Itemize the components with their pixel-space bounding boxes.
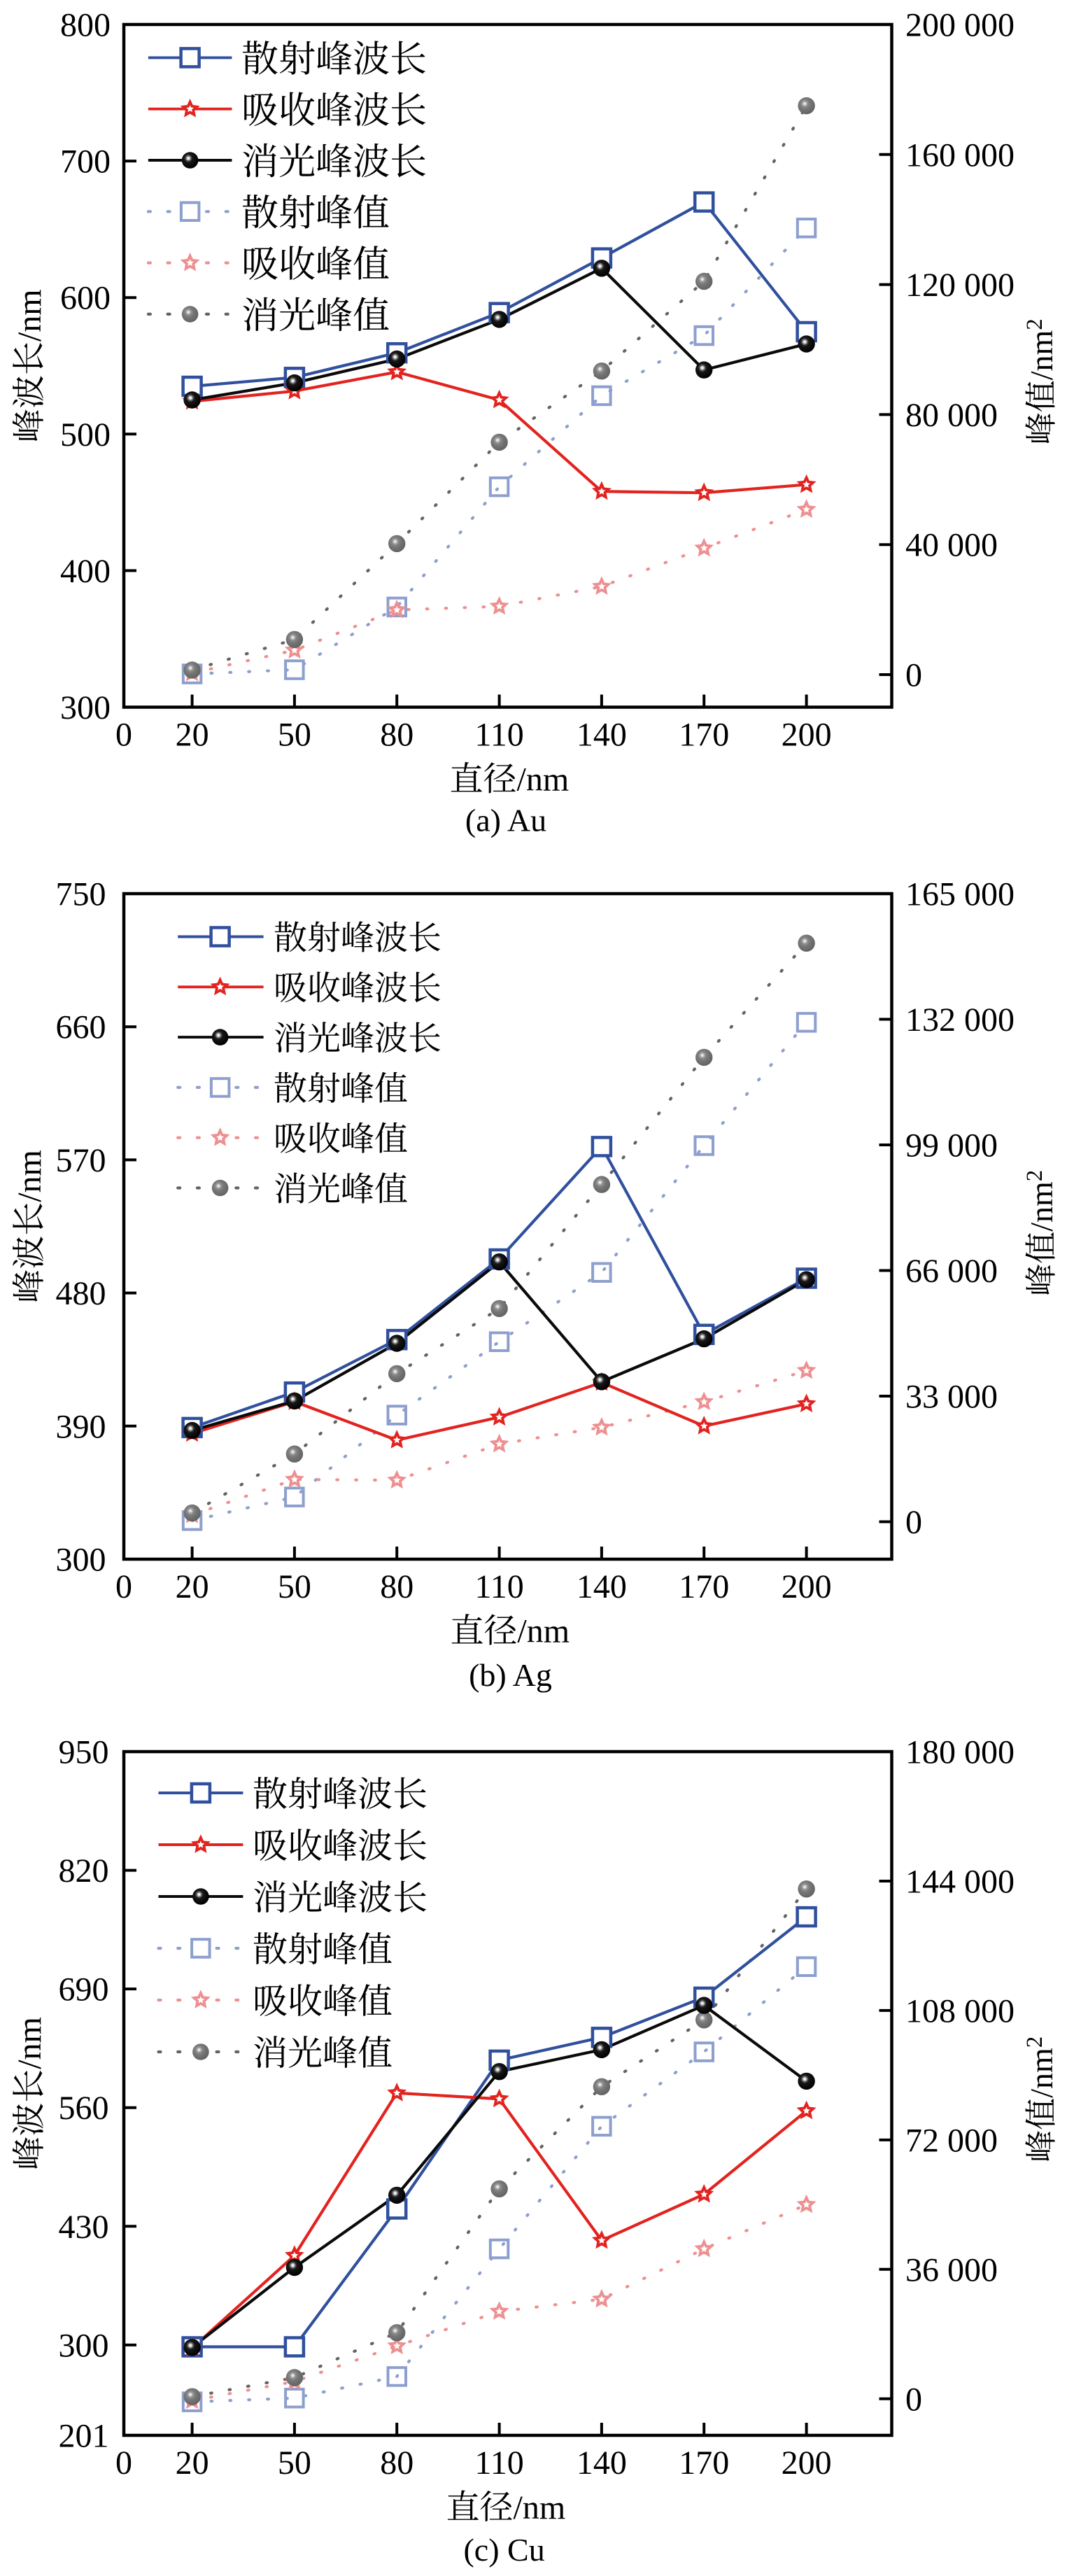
svg-text:/nm: /nm — [517, 1613, 570, 1650]
svg-text:72 000: 72 000 — [905, 2122, 998, 2159]
svg-text:2: 2 — [1022, 318, 1047, 330]
svg-text:110: 110 — [474, 1568, 523, 1605]
svg-text:750: 750 — [56, 876, 106, 913]
svg-text:140: 140 — [577, 717, 627, 754]
svg-text:170: 170 — [679, 1568, 729, 1605]
svg-text:160 000: 160 000 — [905, 136, 1015, 174]
svg-text:660: 660 — [56, 1009, 106, 1046]
svg-text:170: 170 — [679, 717, 729, 754]
svg-text:500: 500 — [60, 416, 111, 453]
svg-text:200: 200 — [782, 717, 832, 754]
svg-text:480: 480 — [56, 1275, 106, 1312]
svg-text:36 000: 36 000 — [905, 2251, 998, 2288]
svg-text:/nm: /nm — [1024, 2048, 1059, 2098]
svg-text:110: 110 — [474, 2444, 523, 2482]
svg-text:165 000: 165 000 — [905, 876, 1015, 913]
svg-text:0: 0 — [905, 2381, 922, 2418]
svg-text:200: 200 — [782, 2444, 832, 2482]
svg-text:20: 20 — [176, 1568, 209, 1605]
svg-text:140: 140 — [577, 2444, 627, 2482]
svg-text:/nm: /nm — [11, 289, 48, 342]
svg-text:/nm: /nm — [11, 2017, 48, 2069]
svg-text:/nm: /nm — [514, 2489, 566, 2526]
svg-text:400: 400 — [60, 553, 111, 590]
svg-text:570: 570 — [56, 1142, 106, 1179]
svg-text:600: 600 — [60, 280, 111, 317]
svg-text:140: 140 — [577, 1568, 627, 1605]
svg-text:2: 2 — [1022, 2036, 1047, 2048]
svg-text:0: 0 — [115, 717, 132, 754]
svg-text:200 000: 200 000 — [905, 7, 1015, 44]
svg-text:300: 300 — [56, 1542, 106, 1579]
svg-text:50: 50 — [278, 2444, 311, 2482]
svg-text:80: 80 — [380, 2444, 414, 2482]
svg-text:180 000: 180 000 — [905, 1734, 1015, 1771]
svg-text:80 000: 80 000 — [905, 397, 998, 434]
svg-text:390: 390 — [56, 1408, 106, 1445]
svg-text:950: 950 — [59, 1734, 109, 1771]
svg-text:/nm: /nm — [517, 761, 570, 798]
svg-text:33 000: 33 000 — [905, 1379, 998, 1416]
svg-text:170: 170 — [679, 2444, 729, 2482]
svg-text:0: 0 — [115, 2444, 132, 2482]
svg-text:/nm: /nm — [11, 1150, 48, 1202]
svg-text:(a) Au: (a) Au — [465, 803, 546, 838]
svg-text:144 000: 144 000 — [905, 1864, 1015, 1901]
svg-text:300: 300 — [59, 2327, 109, 2364]
svg-text:80: 80 — [380, 717, 414, 754]
svg-text:300: 300 — [60, 689, 111, 726]
svg-text:132 000: 132 000 — [905, 1001, 1015, 1039]
svg-text:0: 0 — [115, 1568, 132, 1605]
svg-text:430: 430 — [59, 2209, 109, 2246]
svg-text:/nm: /nm — [1024, 330, 1059, 381]
svg-text:108 000: 108 000 — [905, 1992, 1015, 2029]
svg-text:700: 700 — [60, 143, 111, 181]
svg-text:110: 110 — [474, 717, 523, 754]
svg-text:20: 20 — [176, 2444, 209, 2482]
svg-text:/nm: /nm — [1024, 1181, 1059, 1232]
svg-text:820: 820 — [59, 1852, 109, 1889]
svg-text:20: 20 — [176, 717, 209, 754]
svg-text:80: 80 — [380, 1568, 414, 1605]
svg-text:50: 50 — [278, 1568, 311, 1605]
svg-text:201: 201 — [59, 2418, 109, 2455]
svg-text:200: 200 — [782, 1568, 832, 1605]
svg-text:800: 800 — [60, 7, 111, 44]
svg-text:66 000: 66 000 — [905, 1253, 998, 1290]
svg-text:99 000: 99 000 — [905, 1127, 998, 1164]
svg-text:(c) Cu: (c) Cu — [463, 2532, 544, 2568]
svg-text:560: 560 — [59, 2090, 109, 2127]
svg-text:(b) Ag: (b) Ag — [469, 1657, 552, 1693]
svg-text:40 000: 40 000 — [905, 527, 998, 564]
svg-text:0: 0 — [905, 657, 922, 694]
svg-text:50: 50 — [278, 717, 311, 754]
svg-text:0: 0 — [905, 1504, 922, 1541]
svg-text:690: 690 — [59, 1971, 109, 2008]
svg-text:2: 2 — [1022, 1170, 1047, 1182]
svg-text:120 000: 120 000 — [905, 267, 1015, 304]
